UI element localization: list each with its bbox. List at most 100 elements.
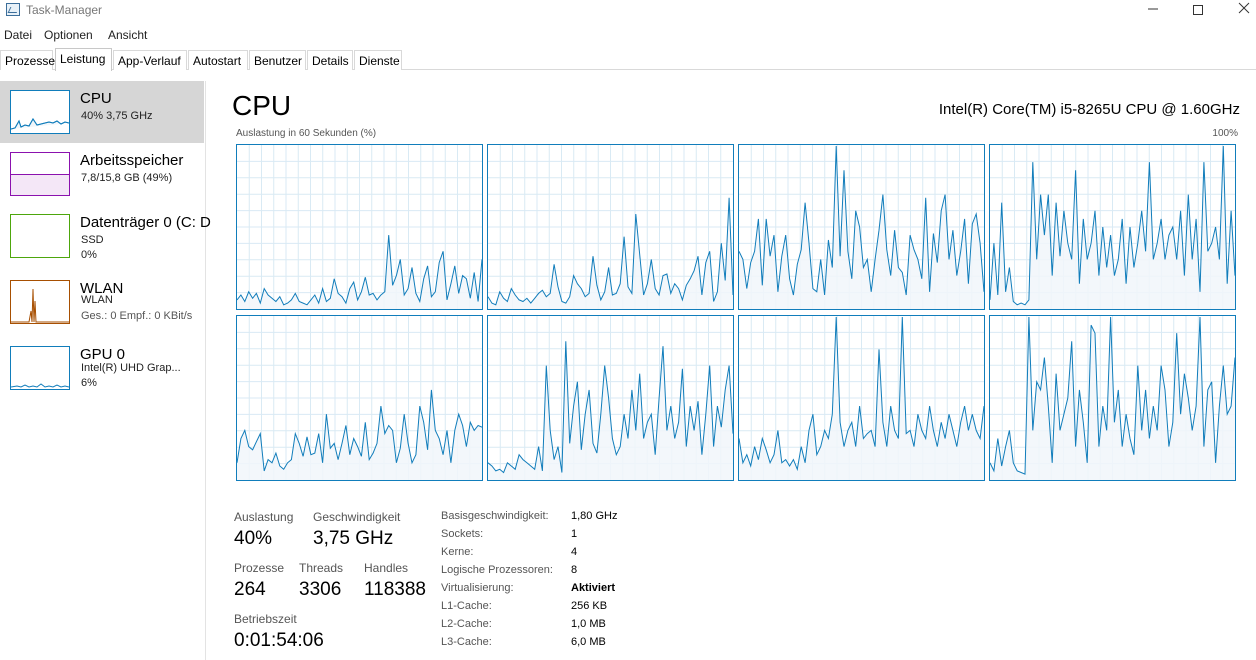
spec-value: 4 — [571, 546, 578, 558]
spec-label: Logische Prozessoren: — [441, 564, 553, 576]
core-usage-area — [488, 341, 733, 480]
core-graph-canvas — [487, 316, 734, 480]
wlan-mini-graph — [10, 280, 70, 324]
threads-label: Threads — [299, 561, 344, 575]
tab-benutzer[interactable]: Benutzer — [249, 50, 306, 70]
graph-max-label: 100% — [1212, 128, 1238, 139]
sidebar-label-gpu: GPU 0 — [80, 346, 126, 363]
processes-label: Prozesse — [234, 561, 285, 575]
uptime-label: Betriebszeit — [234, 612, 297, 626]
sidebar-item-cpu[interactable]: CPU 40% 3,75 GHz — [0, 81, 204, 143]
maximize-button[interactable] — [1175, 0, 1221, 22]
minimize-button[interactable] — [1130, 0, 1176, 22]
graph-caption: Auslastung in 60 Sekunden (%) — [236, 128, 377, 139]
sidebar-label-wlan: WLAN — [80, 280, 124, 297]
minimize-icon — [1148, 8, 1158, 10]
core-usage-area — [237, 389, 482, 480]
core-usage-line — [487, 197, 734, 306]
tab-leistung[interactable]: Leistung — [55, 48, 112, 71]
resource-sidebar: CPU 40% 3,75 GHz Arbeitsspeicher 7,8/15,… — [0, 81, 211, 660]
spec-value: 1 — [571, 528, 578, 540]
spec-value: Aktiviert — [571, 582, 616, 594]
handles-value: 118388 — [364, 579, 426, 600]
task-manager-icon — [6, 3, 20, 16]
tab-autostart[interactable]: Autostart — [188, 50, 248, 70]
window-title: Task-Manager — [26, 3, 103, 17]
cpu-core-graphs — [236, 144, 1238, 483]
menu-optionen[interactable]: Optionen — [44, 28, 93, 42]
spec-value: 6,0 MB — [571, 636, 606, 648]
sidebar-type-disk: SSD — [81, 234, 104, 246]
core-graph-1 — [487, 144, 734, 310]
threads-value: 3306 — [299, 579, 342, 600]
spec-value: 256 KB — [571, 600, 608, 612]
core-graph-canvas — [487, 145, 734, 309]
core-usage-line — [236, 389, 483, 472]
sidebar-item-wlan[interactable]: WLAN WLAN Ges.: 0 Empf.: 0 KBit/s — [0, 271, 204, 333]
core-graph-canvas — [989, 316, 1236, 480]
core-graph-canvas — [738, 145, 985, 309]
core-graph-2 — [738, 144, 985, 310]
close-button[interactable] — [1221, 0, 1256, 22]
cpu-mini-graph-line — [11, 118, 69, 130]
spec-label: L2-Cache: — [441, 618, 492, 630]
core-graph-5 — [487, 315, 734, 481]
uptime-value: 0:01:54:06 — [234, 630, 324, 651]
menu-datei[interactable]: Datei — [4, 28, 33, 42]
sidebar-value-cpu: 40% 3,75 GHz — [81, 110, 153, 122]
maximize-icon — [1193, 5, 1203, 15]
core-graph-canvas — [989, 145, 1236, 309]
sidebar-value-memory: 7,8/15,8 GB (49%) — [81, 172, 173, 184]
gpu-mini-graph-line — [11, 383, 69, 388]
core-usage-line — [487, 341, 734, 474]
speed-value: 3,75 GHz — [313, 528, 394, 549]
core-usage-area — [488, 197, 733, 309]
core-graph-4 — [236, 315, 483, 481]
tab-details[interactable]: Details — [307, 50, 353, 70]
core-usage-line — [738, 316, 985, 472]
cpu-model-name: Intel(R) Core(TM) i5-8265U CPU @ 1.60GHz — [938, 101, 1240, 118]
spec-value: 1,80 GHz — [571, 510, 618, 522]
sidebar-label-cpu: CPU — [80, 90, 112, 107]
sidebar-adapter-gpu: Intel(R) UHD Grap... — [81, 362, 181, 374]
handles-label: Handles — [364, 561, 409, 575]
tab-app-verlauf[interactable]: App-Verlauf — [113, 50, 187, 70]
tab-prozesse[interactable]: Prozesse — [0, 50, 55, 70]
core-graph-canvas — [236, 316, 483, 480]
sidebar-label-disk: Datenträger 0 (C: D — [80, 214, 211, 231]
disk-mini-graph — [10, 214, 70, 258]
wlan-mini-graph-line — [11, 288, 69, 323]
spec-label: L3-Cache: — [441, 636, 492, 648]
core-usage-line — [989, 145, 1236, 306]
spec-label: Sockets: — [441, 528, 484, 540]
core-graph-3 — [989, 144, 1236, 310]
spec-label: Basisgeschwindigkeit: — [441, 510, 549, 522]
title-bar: Task-Manager — [0, 0, 1256, 22]
core-usage-line — [738, 145, 985, 296]
processes-value: 264 — [234, 579, 266, 600]
core-usage-line — [236, 235, 483, 306]
sidebar-value-disk: 0% — [81, 249, 97, 261]
core-usage-area — [739, 317, 984, 480]
page-title: CPU — [232, 90, 292, 121]
core-usage-area — [990, 146, 1235, 309]
spec-label: L1-Cache: — [441, 600, 492, 612]
sidebar-value-wlan: Ges.: 0 Empf.: 0 KBit/s — [81, 310, 193, 322]
cpu-mini-graph — [10, 90, 70, 134]
tab-strip: Prozesse Leistung App-Verlauf Autostart … — [0, 48, 1256, 71]
sidebar-adapter-wlan: WLAN — [81, 294, 113, 306]
close-icon — [1238, 2, 1250, 14]
spec-label: Kerne: — [441, 546, 474, 558]
sidebar-item-disk[interactable]: Datenträger 0 (C: D SSD 0% — [0, 205, 211, 267]
core-usage-line — [989, 316, 1236, 475]
sidebar-label-memory: Arbeitsspeicher — [80, 152, 184, 169]
core-graph-canvas — [738, 316, 985, 480]
tab-dienste[interactable]: Dienste — [354, 50, 402, 70]
sidebar-item-gpu[interactable]: GPU 0 Intel(R) UHD Grap... 6% — [0, 337, 204, 399]
menu-ansicht[interactable]: Ansicht — [108, 28, 148, 42]
core-graph-canvas — [236, 145, 483, 309]
usage-label: Auslastung — [234, 510, 294, 524]
sidebar-item-memory[interactable]: Arbeitsspeicher 7,8/15,8 GB (49%) — [0, 143, 204, 205]
spec-value: 1,0 MB — [571, 618, 606, 630]
core-usage-area — [237, 235, 482, 309]
